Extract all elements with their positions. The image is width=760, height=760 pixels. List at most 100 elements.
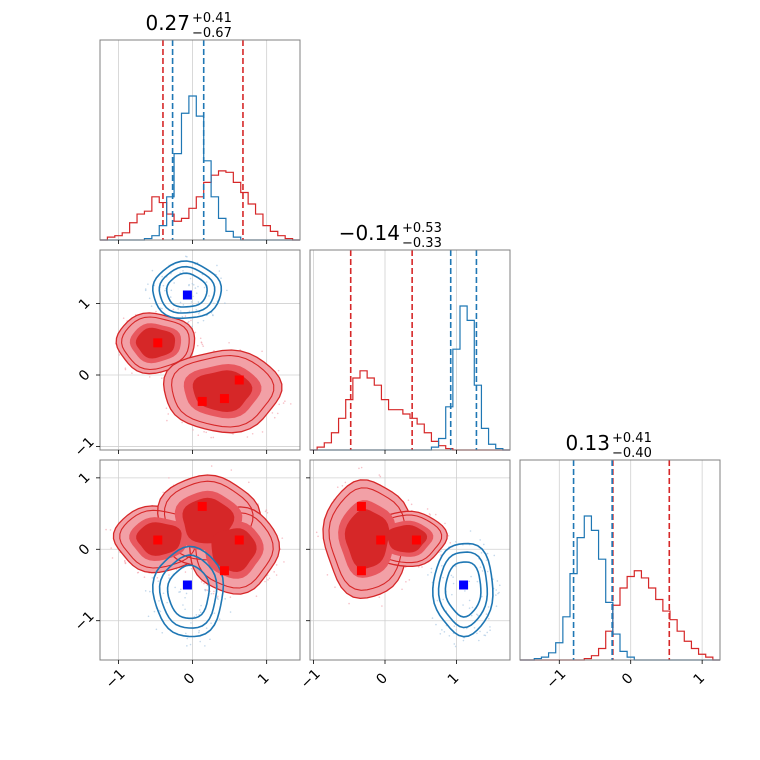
sample-point <box>186 645 188 647</box>
blue-contour-inner <box>444 561 482 618</box>
sample-point <box>230 469 233 471</box>
blue-contour-inner <box>166 564 211 620</box>
red-contour-inner <box>386 525 428 553</box>
sample-point <box>246 436 249 438</box>
sample-point <box>271 412 274 414</box>
sample-point <box>408 579 411 581</box>
sample-point <box>201 343 204 346</box>
sample-point <box>122 317 125 319</box>
sample-point <box>182 604 184 606</box>
sample-point <box>203 286 206 289</box>
sample-point <box>218 270 221 272</box>
sample-point <box>495 594 497 596</box>
corner-2v1: −1 0 1 <box>72 249 301 460</box>
x-tick-label: 0 <box>373 670 391 688</box>
sample-point <box>190 301 193 303</box>
sample-point <box>173 282 175 284</box>
plot-area <box>114 255 292 439</box>
sample-point <box>483 634 486 636</box>
panel-frame <box>519 459 721 661</box>
sample-point <box>182 304 185 306</box>
sample-point <box>229 611 232 613</box>
panel-title-upper: +0.53 <box>402 221 442 236</box>
sample-point <box>161 377 163 379</box>
sample-point <box>124 561 126 563</box>
red-contour-outer-2 <box>328 487 406 591</box>
sample-point <box>156 576 159 579</box>
sample-point <box>487 606 490 608</box>
sample-point <box>453 625 456 627</box>
sample-point <box>162 491 164 494</box>
sample-point <box>273 571 275 573</box>
sample-point <box>268 577 271 580</box>
sample-point <box>153 610 156 613</box>
sample-point <box>191 282 194 285</box>
y-tick-label: −1 <box>72 608 98 634</box>
sample-point <box>248 481 250 484</box>
y-tick-label: 0 <box>76 367 94 385</box>
sample-point <box>185 255 187 258</box>
sample-point <box>486 552 489 555</box>
sample-point <box>158 600 160 602</box>
sample-point <box>341 484 344 487</box>
sample-point <box>440 550 442 552</box>
sample-point <box>162 592 165 595</box>
sample-point <box>192 283 195 286</box>
red-marker <box>356 566 366 576</box>
sample-point <box>200 581 203 583</box>
sample-point <box>170 289 173 292</box>
panel-title-lower: −0.33 <box>402 236 442 251</box>
sample-point <box>469 530 472 532</box>
sample-point <box>181 315 184 318</box>
sample-point <box>131 372 133 374</box>
panel-frame <box>99 459 301 661</box>
sample-point <box>443 631 446 633</box>
sample-point <box>275 574 278 576</box>
red-marker <box>234 375 244 385</box>
sample-point <box>144 289 147 292</box>
sample-point <box>155 310 157 313</box>
x-tick-label: 1 <box>445 670 463 688</box>
sample-point <box>195 614 198 616</box>
sample-point <box>479 566 482 568</box>
sample-point <box>497 592 499 595</box>
sample-point <box>232 433 234 435</box>
sample-point <box>209 638 211 641</box>
sample-point <box>197 434 200 436</box>
sample-point <box>276 412 279 415</box>
sample-point <box>439 633 442 635</box>
sample-point <box>486 631 488 634</box>
panel-frame <box>309 459 511 661</box>
sample-point <box>216 596 219 599</box>
sample-point <box>336 486 339 489</box>
sample-point <box>203 582 205 585</box>
sample-point <box>488 617 490 620</box>
sample-point <box>168 477 170 479</box>
sample-point <box>136 571 139 574</box>
sample-point <box>452 582 455 585</box>
sample-point <box>161 632 164 634</box>
sample-point <box>179 310 182 312</box>
sample-point <box>166 601 168 604</box>
sample-point <box>480 552 483 554</box>
sample-point <box>251 432 254 435</box>
sample-point <box>451 593 453 596</box>
sample-point <box>151 269 154 272</box>
sample-point <box>441 564 443 567</box>
sample-point <box>148 297 151 300</box>
sample-point <box>179 301 182 304</box>
sample-point <box>427 574 429 576</box>
sample-point <box>455 540 457 543</box>
sample-point <box>203 430 205 433</box>
sample-point <box>204 645 206 647</box>
sample-point <box>410 503 413 506</box>
panel-frame <box>99 39 301 241</box>
sample-point <box>226 289 228 292</box>
sample-point <box>143 576 146 578</box>
sample-point <box>464 590 466 592</box>
sample-point <box>210 592 213 595</box>
sample-point <box>455 628 458 631</box>
sample-point <box>184 596 186 599</box>
sample-point <box>479 630 481 633</box>
